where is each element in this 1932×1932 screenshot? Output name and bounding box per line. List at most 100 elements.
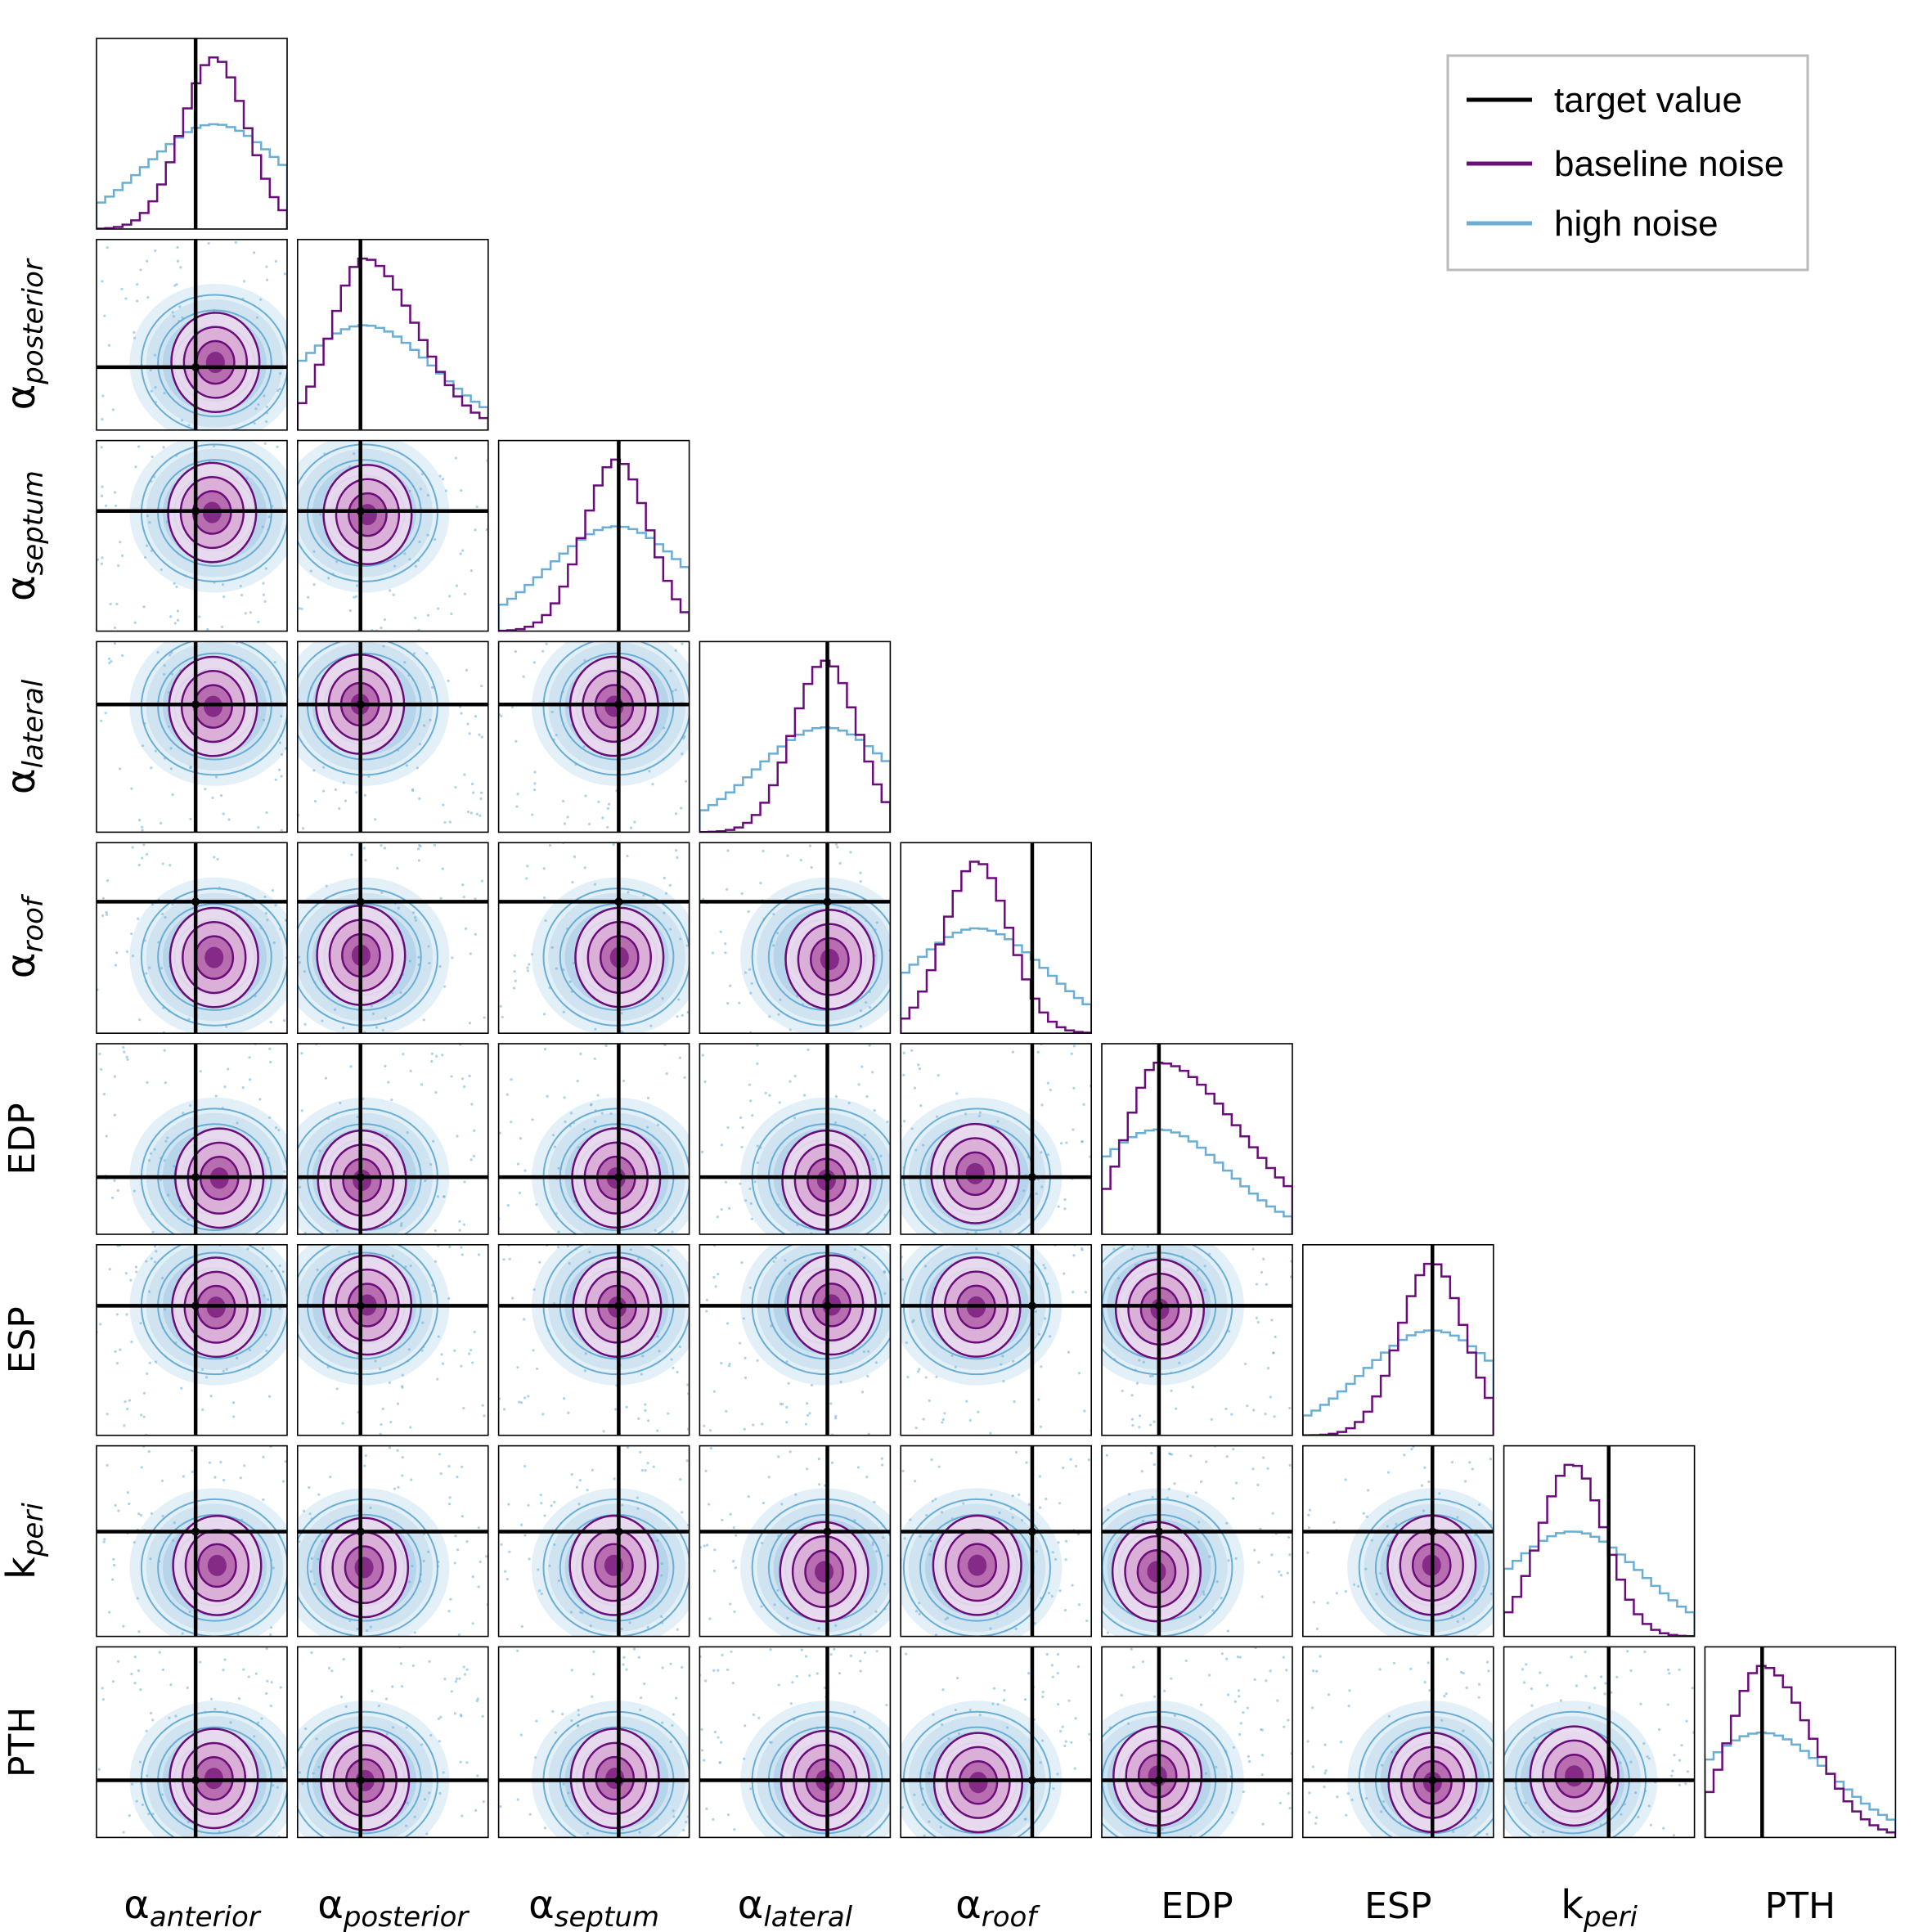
sample-point bbox=[740, 1145, 744, 1149]
sample-point bbox=[728, 1362, 731, 1366]
sample-point bbox=[644, 1403, 647, 1406]
sample-point bbox=[377, 1704, 380, 1708]
sample-point bbox=[321, 766, 326, 769]
sample-point bbox=[857, 1083, 860, 1086]
sample-point bbox=[147, 1813, 151, 1816]
sample-point bbox=[542, 1013, 546, 1016]
sample-point bbox=[308, 1512, 312, 1516]
sample-point bbox=[418, 540, 421, 544]
panel-frame bbox=[699, 842, 892, 1034]
sample-point bbox=[1002, 1380, 1005, 1383]
sample-point bbox=[1260, 1773, 1264, 1777]
sample-point bbox=[1012, 1359, 1015, 1363]
sample-point bbox=[800, 1648, 803, 1651]
sample-point bbox=[519, 1401, 523, 1404]
sample-point bbox=[1259, 1527, 1262, 1530]
sample-point bbox=[954, 1708, 958, 1712]
sample-point bbox=[744, 971, 748, 974]
sample-point bbox=[181, 1632, 184, 1635]
sample-point bbox=[1127, 1493, 1131, 1496]
sample-point bbox=[940, 1511, 944, 1514]
sample-point bbox=[752, 1713, 755, 1716]
sample-point bbox=[427, 1550, 430, 1553]
contour-high-noise bbox=[140, 443, 287, 582]
sample-point bbox=[808, 1412, 811, 1415]
sample-point bbox=[712, 1817, 715, 1821]
sample-point bbox=[327, 1666, 331, 1669]
sample-point bbox=[214, 1094, 218, 1098]
sample-point bbox=[273, 660, 276, 664]
sample-point bbox=[113, 642, 117, 645]
sample-point bbox=[1247, 1759, 1251, 1764]
sample-point bbox=[1163, 1689, 1166, 1692]
sample-point bbox=[921, 1803, 924, 1806]
y-label-ESP: ESP bbox=[2, 1306, 43, 1373]
sample-point bbox=[614, 1408, 618, 1411]
sample-point bbox=[637, 1656, 640, 1659]
sample-point bbox=[1047, 1591, 1051, 1595]
sample-point bbox=[874, 1361, 878, 1364]
sample-point bbox=[1658, 1728, 1661, 1732]
sample-point bbox=[705, 1310, 708, 1313]
sample-point bbox=[300, 1109, 303, 1112]
sample-point bbox=[519, 1137, 523, 1140]
sample-point bbox=[284, 1460, 287, 1463]
sample-point bbox=[257, 825, 260, 829]
sample-point bbox=[761, 1541, 764, 1545]
sample-point bbox=[151, 1813, 155, 1816]
contour-high-noise bbox=[751, 887, 891, 1027]
sample-point bbox=[189, 817, 192, 820]
sample-point bbox=[281, 1270, 285, 1274]
sample-point bbox=[1678, 1783, 1681, 1786]
sample-point bbox=[298, 1771, 301, 1774]
sample-point bbox=[1063, 1608, 1067, 1612]
sample-point bbox=[625, 1405, 628, 1409]
sample-point bbox=[836, 846, 839, 849]
sample-point bbox=[516, 1366, 519, 1369]
sample-point bbox=[748, 1286, 752, 1289]
sample-point bbox=[215, 775, 218, 779]
sample-point bbox=[712, 1569, 716, 1573]
sample-point bbox=[620, 1012, 623, 1015]
sample-point bbox=[866, 1374, 869, 1378]
sample-point bbox=[550, 710, 554, 713]
sample-point bbox=[663, 876, 666, 879]
sample-point bbox=[362, 1097, 365, 1100]
sample-point bbox=[625, 1668, 628, 1671]
sample-point bbox=[681, 1665, 684, 1669]
target-point bbox=[1428, 1527, 1437, 1536]
sample-point bbox=[672, 1366, 675, 1370]
sample-point bbox=[646, 1625, 649, 1629]
sample-point bbox=[761, 1422, 764, 1426]
sample-point bbox=[883, 1271, 886, 1274]
sample-point bbox=[140, 1413, 143, 1417]
sample-point bbox=[1040, 1185, 1044, 1188]
sample-point bbox=[658, 1151, 661, 1155]
sample-point bbox=[523, 1396, 527, 1400]
sample-point bbox=[711, 951, 715, 955]
sample-point bbox=[622, 1079, 626, 1083]
panel-k_peri-vs-alpha_posterior bbox=[296, 1445, 489, 1638]
sample-point bbox=[806, 1048, 810, 1051]
panel-alpha_roof-vs-alpha_septum bbox=[497, 842, 690, 1034]
sample-point bbox=[708, 1503, 711, 1506]
sample-point bbox=[442, 478, 445, 481]
sample-point bbox=[511, 1296, 514, 1300]
sample-point bbox=[543, 1826, 546, 1830]
sample-point bbox=[1203, 1288, 1206, 1292]
sample-point bbox=[1130, 1647, 1133, 1651]
sample-point bbox=[100, 719, 103, 722]
sample-point bbox=[863, 1651, 867, 1655]
sample-point bbox=[279, 1686, 282, 1689]
sample-point bbox=[669, 928, 672, 931]
sample-point bbox=[134, 1265, 138, 1269]
sample-point bbox=[420, 1083, 424, 1086]
sample-point bbox=[660, 1561, 663, 1566]
sample-point bbox=[992, 1687, 996, 1690]
sample-point bbox=[133, 1189, 136, 1193]
sample-point bbox=[1051, 1675, 1054, 1678]
contour-baseline-noise bbox=[182, 326, 249, 399]
sample-point bbox=[470, 569, 473, 573]
sample-point bbox=[1570, 1656, 1573, 1659]
sample-point bbox=[1691, 1687, 1694, 1690]
